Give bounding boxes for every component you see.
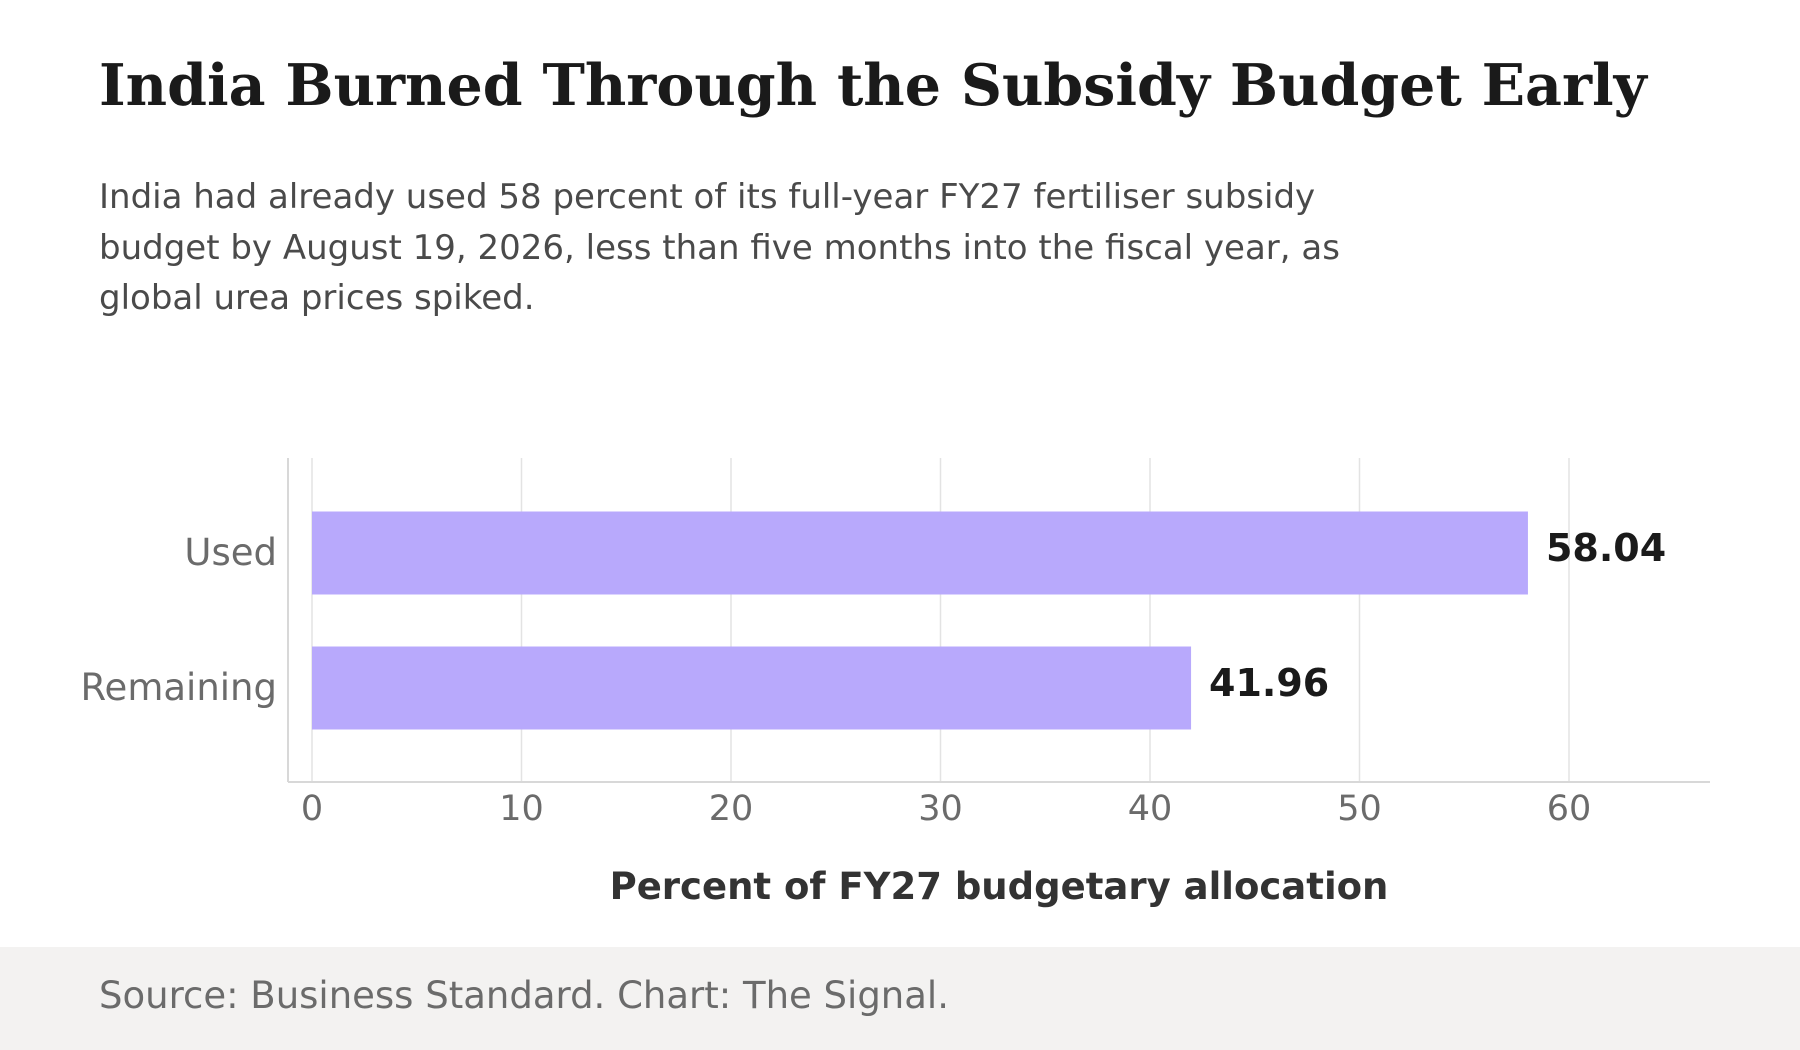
axes bbox=[287, 458, 1710, 783]
x-tick-label-30: 30 bbox=[918, 789, 963, 829]
category-label-remaining: Remaining bbox=[81, 666, 277, 709]
x-tick-label-20: 20 bbox=[709, 789, 754, 829]
value-label-used: 58.04 bbox=[1546, 526, 1666, 570]
bars bbox=[312, 511, 1528, 730]
x-tick-label-60: 60 bbox=[1547, 789, 1592, 829]
x-tick-label-40: 40 bbox=[1128, 789, 1173, 829]
chart-subtitle: India had already used 58 percent of its… bbox=[99, 177, 1340, 318]
labels: 0 10 20 30 40 50 60 Used 58.04 Remaining 41.96 bbox=[81, 526, 1667, 829]
chart-title: India Burned Through the Subsidy Budget … bbox=[99, 52, 1647, 119]
gridlines bbox=[311, 458, 1570, 782]
source-note: Source: Business Standard. Chart: The Si… bbox=[99, 974, 949, 1017]
x-axis-title: Percent of FY27 budgetary allocation bbox=[610, 865, 1389, 908]
bar-remaining bbox=[312, 646, 1192, 730]
x-tick-label-0: 0 bbox=[301, 789, 323, 829]
category-label-used: Used bbox=[184, 531, 277, 574]
bar-used bbox=[312, 511, 1528, 595]
bar-chart: 0 10 20 30 40 50 60 Used 58.04 Remaining 41.96 Per… bbox=[81, 458, 1710, 908]
x-tick-label-10: 10 bbox=[499, 789, 544, 829]
value-label-remaining: 41.96 bbox=[1209, 661, 1329, 705]
x-tick-label-50: 50 bbox=[1337, 789, 1382, 829]
footer: Source: Business Standard. Chart: The Si… bbox=[0, 947, 1800, 1050]
